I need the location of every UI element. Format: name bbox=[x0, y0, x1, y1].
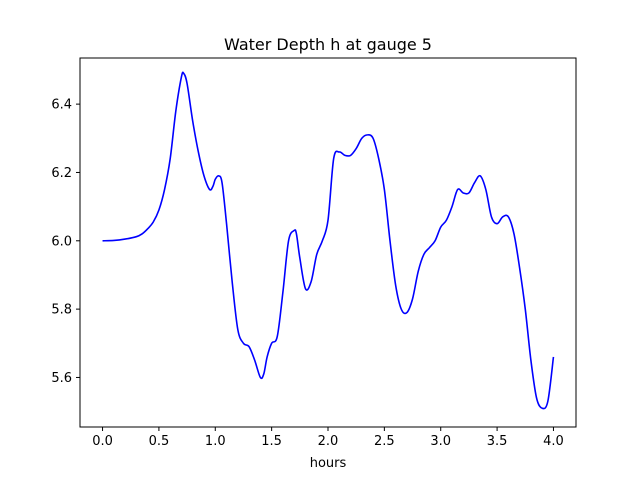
y-tick-label: 6.2 bbox=[51, 166, 72, 181]
plot-area bbox=[102, 71, 555, 410]
x-tick-label: 0.0 bbox=[92, 434, 113, 449]
x-tick-label: 2.0 bbox=[318, 434, 339, 449]
y-tick-label: 5.8 bbox=[51, 303, 72, 318]
chart-title: Water Depth h at gauge 5 bbox=[224, 35, 432, 54]
x-tick-label: 3.0 bbox=[430, 434, 451, 449]
y-tick-label: 6.0 bbox=[51, 234, 72, 249]
x-tick-label: 3.5 bbox=[487, 434, 508, 449]
y-tick-label: 6.4 bbox=[51, 98, 72, 113]
y-axis-ticks: 5.6 5.8 6.0 6.2 6.4 bbox=[51, 98, 80, 386]
x-tick-label: 1.5 bbox=[261, 434, 282, 449]
x-tick-label: 4.0 bbox=[543, 434, 564, 449]
axes-frame bbox=[79, 57, 577, 428]
x-tick-label: 0.5 bbox=[149, 434, 170, 449]
x-tick-label: 2.5 bbox=[374, 434, 395, 449]
x-axis-ticks: 0.0 0.5 1.0 1.5 2.0 2.5 3.0 3.5 4.0 bbox=[92, 427, 564, 449]
x-tick-label: 1.0 bbox=[205, 434, 226, 449]
y-tick-label: 5.6 bbox=[51, 371, 72, 386]
x-axis-label: hours bbox=[310, 456, 347, 471]
series-line-0 bbox=[102, 71, 555, 410]
